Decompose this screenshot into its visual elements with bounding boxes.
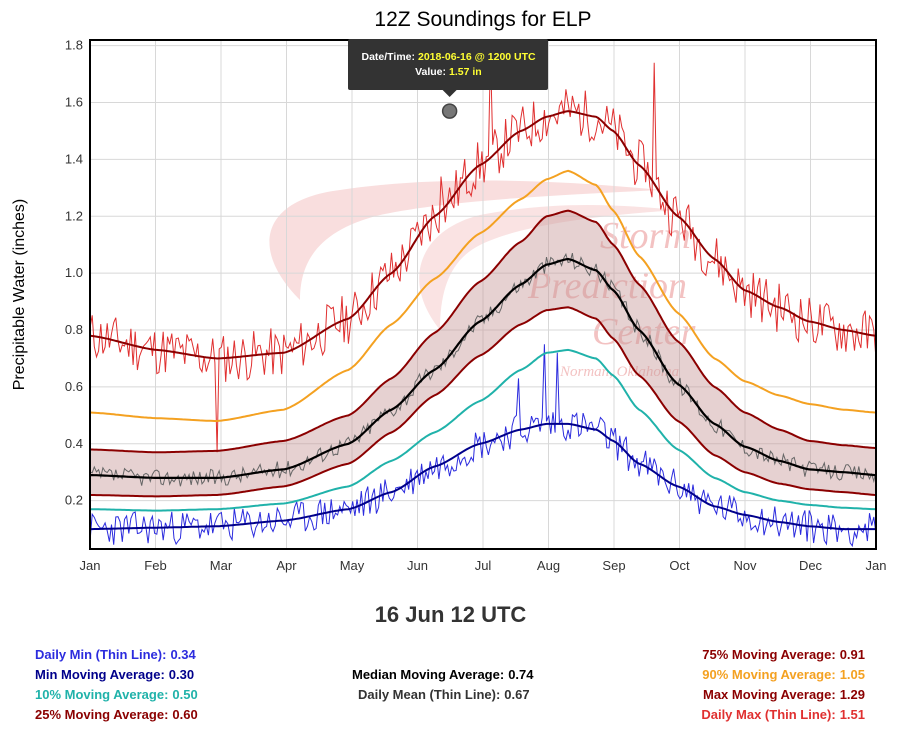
x-axis-ticks: Jan Feb Mar Apr May Jun Jul Aug Sep Oct Nov Dec Jan bbox=[80, 558, 887, 573]
stat-max-ma: Max Moving Average: 1.29 bbox=[703, 687, 865, 702]
chart-title: 12Z Soundings for ELP bbox=[374, 8, 591, 31]
stat-max-ma-label: Max Moving Average: bbox=[703, 687, 836, 702]
stat-p10-ma-value: 0.50 bbox=[172, 687, 198, 702]
tooltip-value-label: Value: bbox=[415, 66, 446, 78]
stat-daily-mean-label: Daily Mean (Thin Line): bbox=[358, 687, 501, 702]
daily-min-line bbox=[89, 344, 877, 548]
stat-median-ma-value: 0.74 bbox=[508, 667, 534, 682]
y-tick-label: 0.8 bbox=[65, 322, 83, 337]
watermark-word-3: Center bbox=[592, 311, 696, 353]
y-tick-label: 1.2 bbox=[65, 208, 83, 223]
moving-average-lines bbox=[89, 110, 877, 531]
stat-p10-ma-label: 10% Moving Average: bbox=[35, 687, 169, 702]
stat-min-ma-value: 0.30 bbox=[168, 667, 195, 682]
stat-daily-min-value: 0.34 bbox=[170, 647, 196, 662]
stat-daily-max: Daily Max (Thin Line): 1.51 bbox=[701, 707, 865, 722]
stat-p25-ma-label: 25% Moving Average: bbox=[35, 707, 169, 722]
stat-p90-ma-label: 90% Moving Average: bbox=[702, 667, 836, 682]
x-tick-label: Apr bbox=[276, 558, 297, 573]
date-heading: 16 Jun 12 UTC bbox=[374, 602, 527, 627]
chart-svg: 12Z Soundings for ELP Storm Prediction C… bbox=[11, 8, 887, 573]
y-tick-label: 1.8 bbox=[65, 38, 83, 53]
tooltip-arrow bbox=[442, 90, 457, 97]
x-tick-label: Dec bbox=[799, 558, 823, 573]
stat-p75-ma-value: 0.91 bbox=[839, 647, 865, 662]
p75-ma-line bbox=[90, 209, 877, 454]
x-tick-label: Nov bbox=[733, 558, 757, 573]
stat-daily-mean-value: 0.67 bbox=[504, 687, 530, 702]
stat-p90-ma-value: 1.05 bbox=[839, 667, 865, 682]
tooltip: Date/Time: 2018-06-16 @ 1200 UTC Value: … bbox=[348, 39, 548, 97]
chart-grid bbox=[89, 40, 877, 549]
stat-min-ma: Min Moving Average: 0.30 bbox=[35, 667, 194, 682]
stat-daily-mean: Daily Mean (Thin Line): 0.67 bbox=[358, 687, 530, 702]
tooltip-background bbox=[348, 39, 548, 90]
p10-ma-line bbox=[90, 348, 877, 512]
tooltip-date-value: 2018-06-16 @ 1200 UTC bbox=[418, 51, 536, 63]
x-tick-label: May bbox=[340, 558, 365, 573]
stat-p75-ma-label: 75% Moving Average: bbox=[702, 647, 836, 662]
median-ma-line bbox=[90, 257, 877, 479]
x-tick-label: Mar bbox=[210, 558, 233, 573]
y-tick-label: 1.6 bbox=[65, 95, 83, 110]
stat-p75-ma: 75% Moving Average: 0.91 bbox=[702, 647, 865, 662]
stat-median-ma: Median Moving Average: 0.74 bbox=[352, 667, 534, 682]
watermark-word-1: Storm bbox=[600, 215, 691, 257]
x-tick-label: Jul bbox=[475, 558, 492, 573]
stat-p25-ma: 25% Moving Average: 0.60 bbox=[35, 707, 198, 722]
tooltip-value-value: 1.57 in bbox=[449, 66, 482, 78]
daily-max-line bbox=[89, 51, 877, 453]
stat-daily-max-value: 1.51 bbox=[839, 707, 865, 722]
tooltip-marker[interactable] bbox=[441, 103, 458, 119]
stat-daily-max-label: Daily Max (Thin Line): bbox=[701, 707, 836, 722]
y-tick-label: 1.0 bbox=[65, 265, 83, 280]
x-tick-label: Jun bbox=[407, 558, 428, 573]
stat-max-ma-value: 1.29 bbox=[839, 687, 865, 702]
stat-min-ma-label: Min Moving Average: bbox=[35, 667, 165, 682]
x-tick-label: Aug bbox=[537, 558, 560, 573]
y-tick-label: 0.4 bbox=[65, 436, 83, 451]
x-tick-label: Jan bbox=[866, 558, 887, 573]
y-tick-label: 0.2 bbox=[65, 493, 83, 508]
watermark-swoosh-2 bbox=[419, 205, 680, 330]
x-tick-label: Oct bbox=[669, 558, 690, 573]
min-ma-line bbox=[90, 422, 876, 531]
x-tick-label: Feb bbox=[144, 558, 166, 573]
tooltip-date-label: Date/Time: bbox=[362, 51, 416, 63]
stat-p10-ma: 10% Moving Average: 0.50 bbox=[35, 687, 198, 702]
watermark-swoosh bbox=[269, 180, 660, 300]
stat-median-ma-label: Median Moving Average: bbox=[352, 667, 505, 682]
x-tick-label: Sep bbox=[602, 558, 625, 573]
stat-p90-ma: 90% Moving Average: 1.05 bbox=[702, 667, 865, 682]
stat-p25-ma-value: 0.60 bbox=[172, 707, 198, 722]
max-ma-line bbox=[89, 110, 877, 360]
stat-daily-min: Daily Min (Thin Line): 0.34 bbox=[35, 647, 196, 662]
p25-ma-line bbox=[90, 306, 877, 498]
stat-daily-min-label: Daily Min (Thin Line): bbox=[35, 647, 167, 662]
x-tick-label: Jan bbox=[80, 558, 101, 573]
watermark-word-4: Norman, Oklahoma bbox=[559, 364, 679, 380]
p90-ma-line bbox=[89, 169, 877, 422]
y-tick-label: 0.6 bbox=[65, 379, 83, 394]
tooltip-point[interactable] bbox=[441, 103, 458, 119]
y-axis-ticks: 0.2 0.4 0.6 0.8 1.0 1.2 1.4 1.6 1.8 bbox=[65, 38, 83, 508]
y-tick-label: 1.4 bbox=[65, 151, 83, 166]
y-axis-title: Precipitable Water (inches) bbox=[11, 199, 28, 390]
